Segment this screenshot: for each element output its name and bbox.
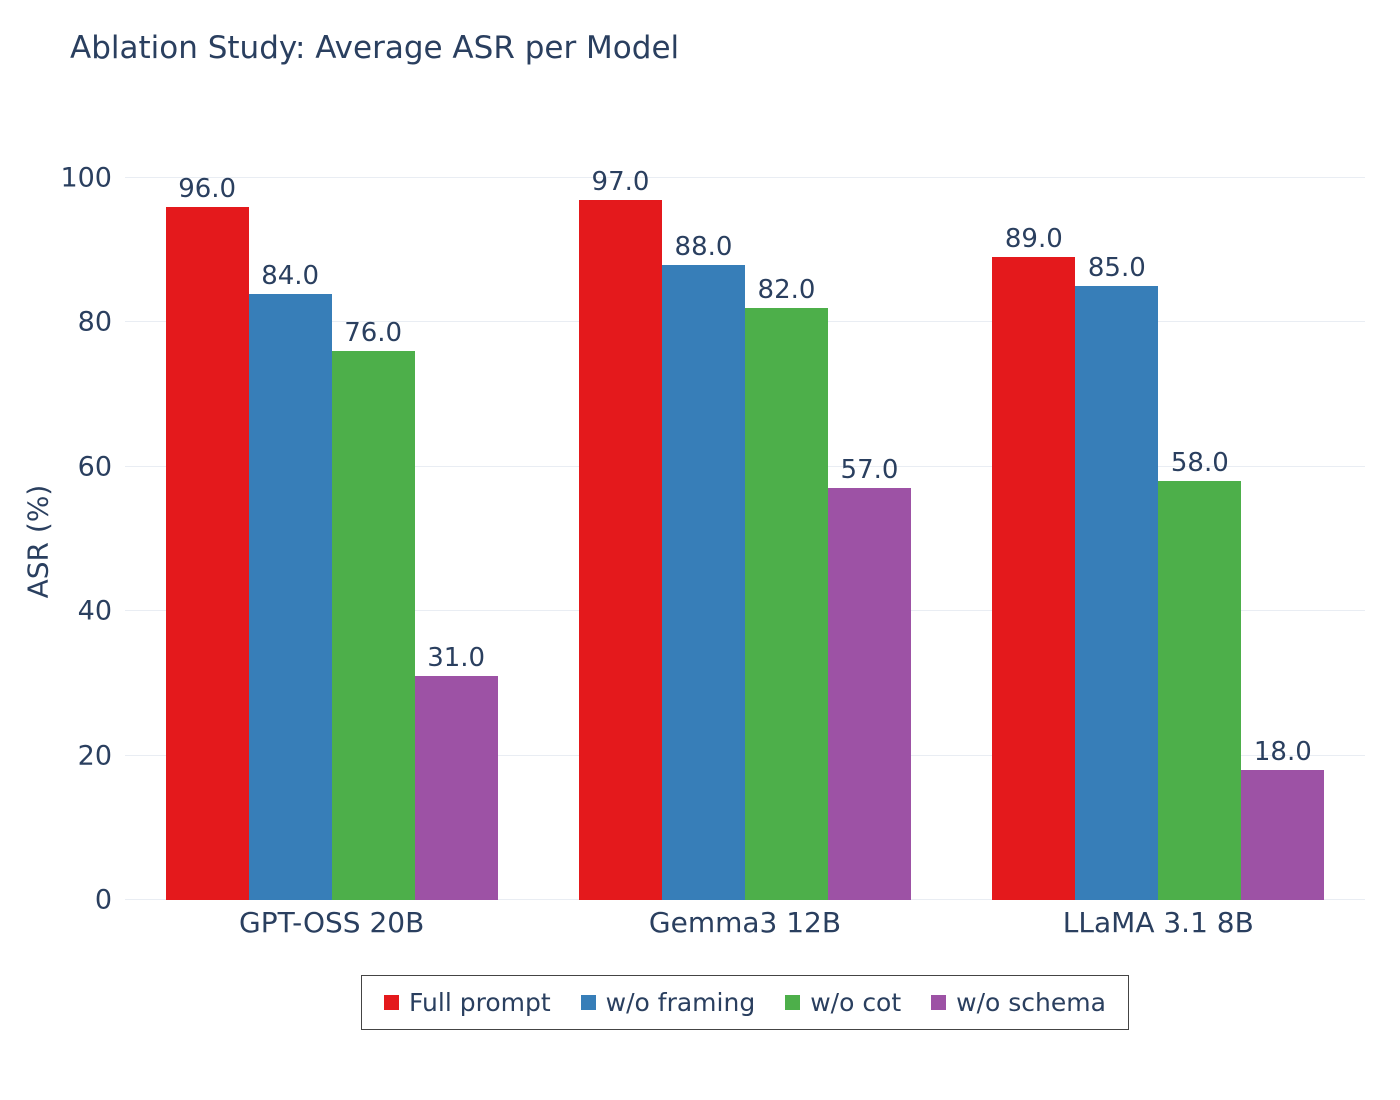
x-tick-label: Gemma3 12B [648,906,842,939]
legend-label: Full prompt [409,988,551,1017]
legend-label: w/o framing [605,988,756,1017]
bar: 76.0 [331,320,415,900]
bar-groups: 96.0 84.0 76.0 31.0 97.0 88.0 82.0 57.0 89.0 85.0… [125,169,1365,900]
x-tick-label: LLaMA 3.1 8B [1062,906,1254,939]
legend-swatch-icon [785,995,801,1010]
bar: 57.0 [827,457,911,900]
bar-value-label: 88.0 [674,231,733,262]
y-tick-label: 100 [60,162,112,194]
legend: Full prompt w/o framing w/o cot w/o schema [125,975,1365,1030]
plot-area: 96.0 84.0 76.0 31.0 97.0 88.0 82.0 57.0 89.0 85.0… [125,169,1365,900]
legend-item: w/o schema [931,988,1106,1017]
bar: 85.0 [1075,255,1159,900]
x-axis-labels: GPT-OSS 20B Gemma3 12B LLaMA 3.1 8B [125,906,1365,939]
bar-value-label: 84.0 [261,260,320,291]
y-axis-ticks: 0 20 40 60 80 100 [0,165,112,914]
bar-value-label: 58.0 [1170,448,1229,479]
legend-label: w/o schema [956,988,1106,1017]
legend-swatch-icon [384,995,400,1010]
legend-box: Full prompt w/o framing w/o cot w/o schema [361,975,1129,1030]
y-tick-label: 20 [77,740,112,772]
bar: 18.0 [1241,739,1325,900]
y-tick-label: 80 [77,306,112,338]
x-tick-label: GPT-OSS 20B [239,906,425,939]
bar: 89.0 [992,226,1076,900]
y-tick-label: 0 [94,884,112,916]
legend-item: w/o cot [785,988,901,1017]
legend-item: w/o framing [580,988,756,1017]
bar: 58.0 [1158,450,1242,900]
bar: 96.0 [165,176,249,900]
bar: 31.0 [414,645,498,900]
bar-value-label: 76.0 [344,318,403,349]
bar: 97.0 [578,169,662,900]
bar-value-label: 96.0 [178,173,237,204]
bar-group: 96.0 84.0 76.0 31.0 [125,176,538,900]
chart-title: Ablation Study: Average ASR per Model [70,30,680,66]
bar-value-label: 85.0 [1087,253,1146,284]
bar-value-label: 18.0 [1253,737,1312,768]
y-tick-label: 60 [77,451,112,483]
bar-value-label: 82.0 [757,274,816,305]
legend-swatch-icon [580,995,596,1010]
bar-value-label: 97.0 [591,166,650,197]
bar-value-label: 31.0 [427,643,486,674]
bar: 88.0 [661,234,745,900]
bar-group: 89.0 85.0 58.0 18.0 [952,178,1365,900]
bar-value-label: 89.0 [1004,224,1063,255]
legend-swatch-icon [931,995,947,1010]
legend-label: w/o cot [810,988,902,1017]
bar-group: 97.0 88.0 82.0 57.0 [538,169,951,900]
bar-value-label: 57.0 [840,455,899,486]
bar: 84.0 [248,263,332,900]
legend-item: Full prompt [384,988,551,1017]
y-tick-label: 40 [77,595,112,627]
gridline [125,177,1365,178]
bar: 82.0 [744,277,828,900]
